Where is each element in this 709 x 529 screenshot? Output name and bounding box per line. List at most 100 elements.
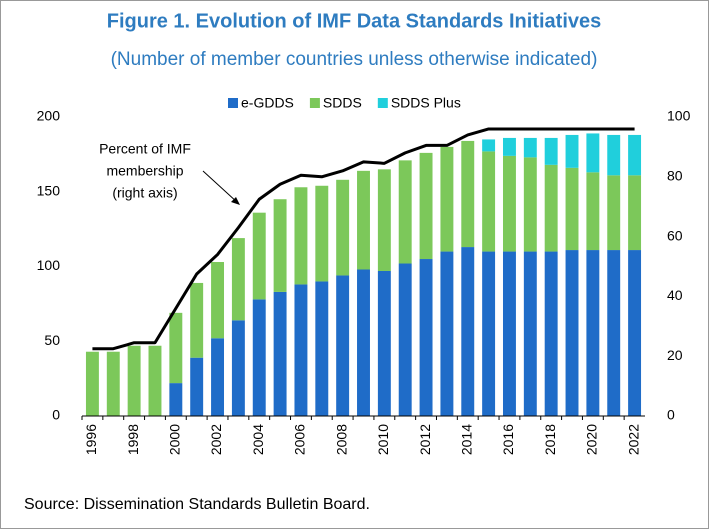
bar [190, 357, 204, 416]
y2-tick-label: 40 [667, 287, 683, 303]
line [92, 127, 635, 351]
bar [231, 320, 245, 416]
bar [357, 170, 370, 270]
bar [398, 160, 412, 264]
bar [461, 247, 475, 416]
bar [544, 137, 558, 165]
bar [419, 152, 433, 260]
bar [336, 275, 350, 416]
bar [398, 263, 412, 416]
annotation-arrowhead [231, 197, 240, 205]
bar [544, 164, 558, 252]
chart-subtitle: (Number of member countries unless other… [111, 49, 598, 70]
legend-swatch [228, 98, 238, 108]
bar [565, 250, 579, 416]
y2-tick-label: 60 [667, 227, 683, 243]
x-tick-label: 2002 [208, 424, 224, 455]
bar [169, 383, 183, 416]
y-tick-label: 100 [37, 257, 61, 273]
bar [628, 250, 642, 416]
bar [482, 139, 496, 152]
bar [377, 169, 391, 271]
bar [85, 351, 99, 416]
x-tick-label: 1998 [125, 424, 141, 455]
bar [586, 250, 600, 416]
x-tick-label: 2022 [625, 424, 641, 455]
y-tick-label: 50 [44, 332, 60, 348]
bar [190, 282, 204, 358]
x-tick-label: 2016 [500, 424, 516, 455]
legend-label: SDDS Plus [391, 95, 461, 111]
annotation: (right axis) [112, 185, 177, 201]
bar [169, 312, 183, 384]
x-tick-label: 1996 [83, 424, 99, 455]
bar [273, 291, 287, 416]
bar [565, 134, 579, 168]
legend-swatch [377, 98, 388, 108]
bar [419, 259, 433, 416]
y2-tick-label: 20 [667, 347, 683, 363]
bar [211, 338, 225, 416]
annotation: Percent of IMF [99, 141, 191, 157]
y-tick-label: 150 [37, 182, 61, 198]
bar [523, 251, 537, 416]
bar [315, 281, 329, 416]
bar [628, 134, 642, 176]
legend-swatch [309, 98, 320, 108]
bar [294, 187, 308, 285]
x-tick-label: 2004 [250, 424, 266, 455]
annotation: membership [106, 163, 183, 179]
bar [231, 238, 245, 321]
x-tick-label: 2014 [458, 424, 474, 455]
y2-tick-label: 100 [667, 108, 691, 124]
chart-title: Figure 1. Evolution of IMF Data Standard… [107, 10, 602, 32]
x-tick-label: 2008 [333, 424, 349, 455]
legend-label: SDDS [323, 95, 362, 111]
bar [211, 262, 225, 339]
bar [565, 167, 579, 251]
bar [440, 251, 454, 416]
y-tick-label: 0 [52, 407, 60, 423]
bar [315, 185, 329, 282]
x-tick-label: 2006 [292, 424, 308, 455]
bar [544, 251, 558, 416]
bar [440, 146, 454, 252]
bar [523, 157, 537, 252]
bar [482, 251, 496, 416]
bar [628, 175, 642, 251]
bar [148, 345, 162, 416]
bar [252, 299, 266, 416]
bar [273, 199, 287, 292]
x-tick-label: 2010 [375, 424, 391, 455]
x-tick-label: 2020 [584, 424, 600, 455]
bar [336, 179, 350, 276]
y2-tick-label: 80 [667, 168, 683, 184]
annotation-arrow [202, 170, 239, 204]
bar [586, 133, 600, 173]
bar [502, 137, 516, 156]
x-tick-label: 2000 [167, 424, 183, 455]
legend-label: e-GDDS [241, 95, 294, 111]
bar [502, 155, 516, 252]
bar [607, 134, 621, 176]
y2-tick-label: 0 [667, 407, 675, 423]
bar [482, 151, 496, 252]
y-tick-label: 200 [37, 108, 61, 124]
x-tick-label: 2018 [542, 424, 558, 455]
bar [607, 175, 621, 251]
bar [461, 140, 475, 248]
bar [586, 172, 600, 251]
bar [294, 284, 308, 416]
bar [106, 351, 120, 416]
bar [502, 251, 516, 416]
source: Source: Dissemination Standards Bulletin… [24, 496, 370, 513]
bar [607, 250, 621, 416]
bar [357, 269, 370, 416]
x-tick-label: 2012 [417, 424, 433, 455]
bar [377, 270, 391, 416]
bar [523, 137, 537, 158]
bar [252, 212, 266, 300]
bar [127, 345, 141, 416]
